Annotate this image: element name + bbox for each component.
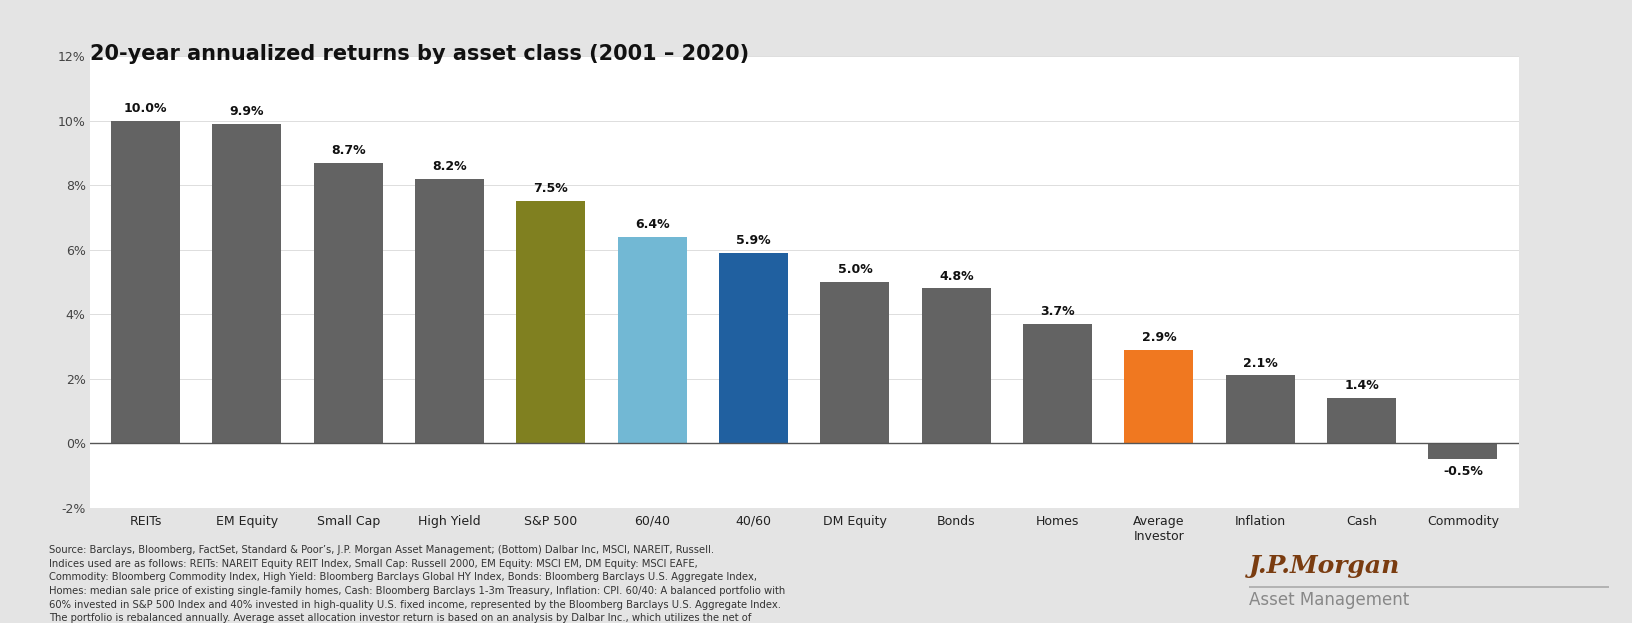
Bar: [1124, 350, 1193, 443]
Text: 5.9%: 5.9%: [736, 234, 770, 247]
Bar: [111, 121, 180, 443]
Text: 10.0%: 10.0%: [124, 102, 166, 115]
Text: J.P.Morgan: J.P.Morgan: [1248, 554, 1400, 579]
Bar: [212, 124, 281, 443]
Text: 1.4%: 1.4%: [1343, 379, 1377, 392]
Text: Source: Barclays, Bloomberg, FactSet, Standard & Poor’s, J.P. Morgan Asset Manag: Source: Barclays, Bloomberg, FactSet, St…: [49, 545, 785, 623]
Text: 7.5%: 7.5%: [534, 183, 568, 196]
Bar: [1023, 324, 1092, 443]
Text: 4.8%: 4.8%: [938, 270, 973, 283]
Bar: [1226, 376, 1294, 443]
Text: 9.9%: 9.9%: [230, 105, 264, 118]
Text: -0.5%: -0.5%: [1443, 465, 1482, 478]
Text: 8.2%: 8.2%: [432, 160, 467, 173]
Text: 3.7%: 3.7%: [1040, 305, 1074, 318]
Text: 2.1%: 2.1%: [1242, 356, 1276, 369]
Text: 2.9%: 2.9%: [1141, 331, 1175, 344]
Bar: [617, 237, 687, 443]
Text: 8.7%: 8.7%: [331, 144, 366, 157]
Bar: [313, 163, 382, 443]
Bar: [920, 288, 991, 443]
Bar: [718, 253, 788, 443]
Bar: [1428, 443, 1497, 459]
Text: 6.4%: 6.4%: [635, 218, 669, 231]
Text: 5.0%: 5.0%: [837, 263, 871, 276]
Text: Asset Management: Asset Management: [1248, 591, 1408, 609]
Bar: [819, 282, 889, 443]
Bar: [1327, 398, 1395, 443]
Text: 20-year annualized returns by asset class (2001 – 2020): 20-year annualized returns by asset clas…: [90, 44, 749, 64]
Bar: [415, 179, 483, 443]
Bar: [516, 201, 584, 443]
